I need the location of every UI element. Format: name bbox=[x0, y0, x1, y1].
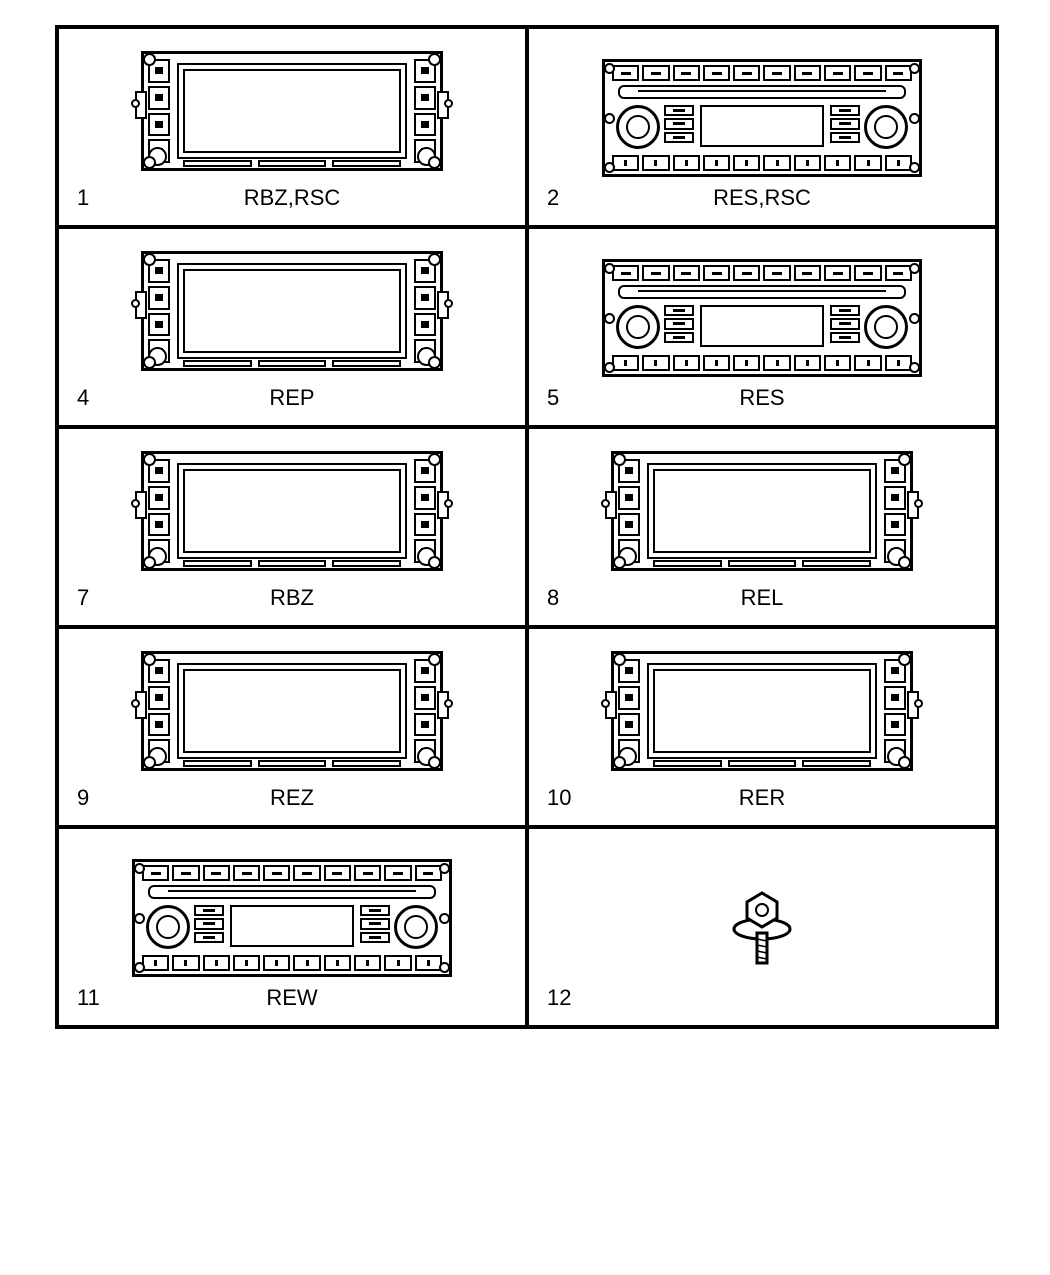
cell-label: RBZ bbox=[59, 585, 525, 611]
parts-grid: 1RBZ,RSC 2RES,RSC 4REP 5RES bbox=[55, 25, 999, 1029]
parts-cell: 5RES bbox=[527, 227, 997, 427]
radio-unit-buttons bbox=[602, 259, 922, 377]
cell-label: REZ bbox=[59, 785, 525, 811]
parts-cell: 1RBZ,RSC bbox=[57, 27, 527, 227]
radio-unit-nav bbox=[141, 51, 443, 171]
radio-unit-nav bbox=[611, 651, 913, 771]
parts-cell: 12 bbox=[527, 827, 997, 1027]
cell-label: REP bbox=[59, 385, 525, 411]
bolt-icon bbox=[730, 889, 794, 967]
radio-unit-nav bbox=[141, 451, 443, 571]
radio-unit-nav bbox=[141, 251, 443, 371]
radio-unit-nav bbox=[141, 651, 443, 771]
cell-label: REL bbox=[529, 585, 995, 611]
parts-cell: 7RBZ bbox=[57, 427, 527, 627]
cell-label: RBZ,RSC bbox=[59, 185, 525, 211]
cell-label: RER bbox=[529, 785, 995, 811]
parts-cell: 4REP bbox=[57, 227, 527, 427]
radio-unit-buttons bbox=[602, 59, 922, 177]
parts-cell: 2RES,RSC bbox=[527, 27, 997, 227]
parts-cell: 10RER bbox=[527, 627, 997, 827]
parts-cell: 11REW bbox=[57, 827, 527, 1027]
parts-cell: 9REZ bbox=[57, 627, 527, 827]
parts-cell: 8REL bbox=[527, 427, 997, 627]
cell-label: RES,RSC bbox=[529, 185, 995, 211]
cell-index: 12 bbox=[547, 985, 571, 1011]
radio-unit-nav bbox=[611, 451, 913, 571]
radio-unit-buttons bbox=[132, 859, 452, 977]
cell-label: RES bbox=[529, 385, 995, 411]
cell-label: REW bbox=[59, 985, 525, 1011]
